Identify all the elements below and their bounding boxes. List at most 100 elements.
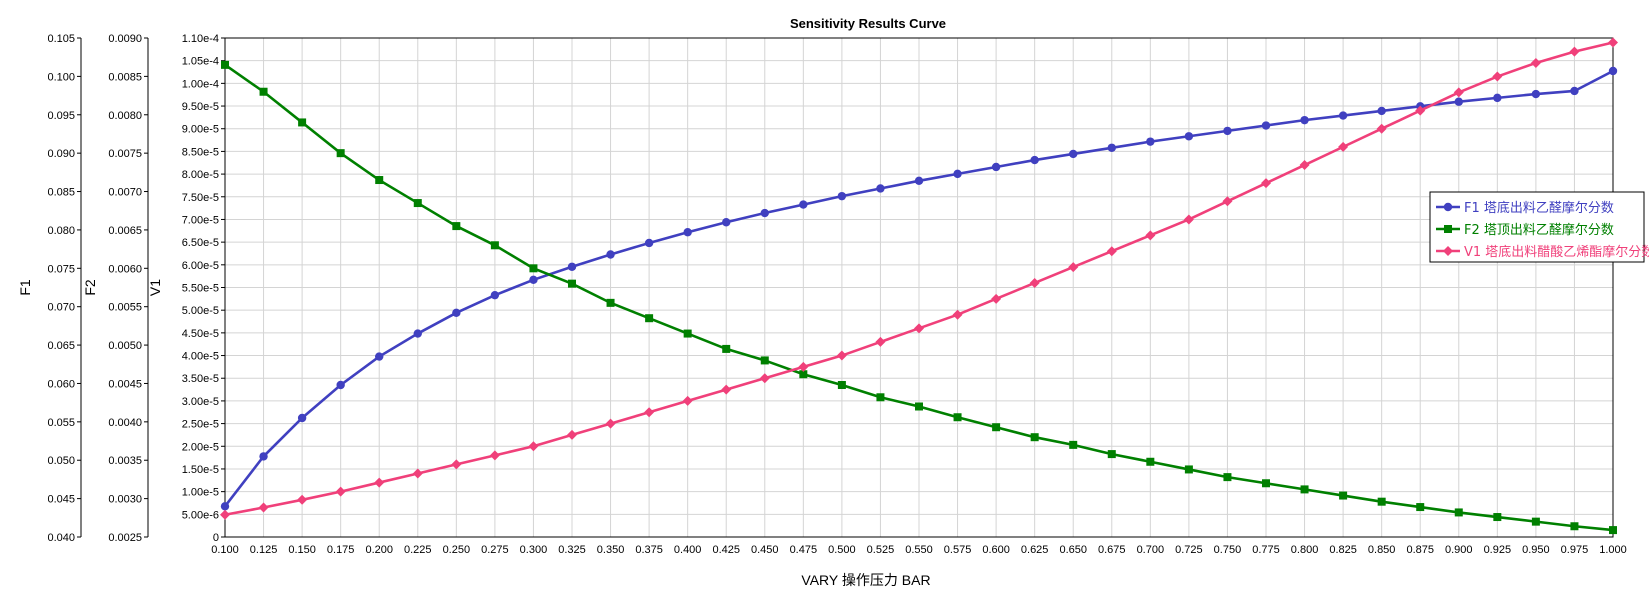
x-tick-label: 0.575 <box>944 544 972 556</box>
y-tick-label: 4.00e-5 <box>182 351 219 363</box>
data-point <box>297 494 308 505</box>
y-tick-label: 0.0030 <box>108 494 142 506</box>
legend[interactable]: F1 塔底出料乙醛摩尔分数 F2 塔顶出料乙醛摩尔分数 V1 塔底出料醋酸乙烯酯摩尔… <box>1429 191 1649 263</box>
legend-label: V1 塔底出料醋酸乙烯酯摩尔分数 <box>1464 244 1649 260</box>
data-point <box>759 373 770 384</box>
legend-label: F2 塔顶出料乙醛摩尔分数 <box>1464 222 1614 238</box>
data-point <box>259 452 268 461</box>
data-point <box>1030 433 1039 442</box>
data-point <box>991 162 1001 172</box>
data-point <box>336 380 345 390</box>
data-point <box>1069 149 1078 159</box>
x-tick-label: 0.800 <box>1291 544 1319 556</box>
data-point <box>1530 57 1541 68</box>
x-tick-label: 0.425 <box>712 544 740 556</box>
data-point <box>1107 143 1116 152</box>
x-tick-label: 0.350 <box>597 544 625 556</box>
grid-lines <box>224 37 1614 538</box>
y-tick-label: 1.00e-4 <box>182 78 219 90</box>
series-f2 <box>221 60 1617 535</box>
x-tick-label: 0.950 <box>1522 544 1550 556</box>
x-axis-title: VARY 操作压力 BAR <box>801 572 930 588</box>
y-tick-label: 0.095 <box>47 110 75 122</box>
data-point <box>952 309 963 320</box>
data-point <box>1069 440 1078 449</box>
x-tick-label: 0.625 <box>1021 544 1049 556</box>
legend-item[interactable]: V1 塔底出料醋酸乙烯酯摩尔分数 <box>1436 244 1649 260</box>
y-axis-title: V1 <box>147 279 163 296</box>
data-point <box>489 450 500 461</box>
y-tick-label: 0.0065 <box>108 225 142 237</box>
data-point <box>722 218 731 227</box>
y-tick-label: 5.00e-5 <box>182 305 219 317</box>
data-point <box>1338 111 1348 120</box>
data-point <box>876 393 885 402</box>
data-point <box>1608 66 1618 76</box>
y-tick-label: 0.075 <box>47 263 75 275</box>
y-tick-label: 5.00e-6 <box>182 509 219 521</box>
legend-box <box>1429 191 1645 263</box>
y-tick-label: 0.060 <box>47 378 75 390</box>
data-point <box>798 361 809 372</box>
chart-title: Sensitivity Results Curve <box>790 16 946 31</box>
y-tick-label: 9.50e-5 <box>182 101 219 113</box>
y-tick-label: 0.050 <box>47 455 75 467</box>
data-point <box>1377 106 1386 116</box>
series-layer <box>220 37 1618 535</box>
data-point <box>1415 105 1426 116</box>
legend-item[interactable]: F1 塔底出料乙醛摩尔分数 <box>1436 200 1614 216</box>
x-tick-label: 0.125 <box>250 544 278 556</box>
data-point <box>374 477 385 488</box>
x-tick-label: 0.850 <box>1368 544 1396 556</box>
x-tick-label: 0.700 <box>1137 544 1165 556</box>
data-point <box>1608 37 1618 48</box>
y-tick-label: 0.0085 <box>108 71 142 83</box>
y-tick-label: 0.105 <box>47 33 75 45</box>
y-tick-label: 2.50e-5 <box>182 419 219 431</box>
data-point <box>1222 196 1233 207</box>
data-point <box>413 329 422 338</box>
data-point <box>606 298 615 307</box>
y-tick-label: 1.00e-5 <box>182 487 219 499</box>
data-point <box>1261 121 1271 130</box>
data-point <box>683 228 692 237</box>
y-tick-label: 9.00e-5 <box>182 124 219 136</box>
data-point <box>1609 526 1617 535</box>
y-tick-label: 0.0035 <box>108 455 142 467</box>
data-point <box>567 262 577 271</box>
data-point <box>1377 497 1386 506</box>
data-point <box>836 350 847 361</box>
data-point <box>682 395 693 406</box>
y-tick-label: 0.0090 <box>108 33 142 45</box>
legend-item[interactable]: F2 塔顶出料乙醛摩尔分数 <box>1436 222 1614 238</box>
y-tick-label: 6.50e-5 <box>182 237 219 249</box>
data-point <box>529 264 538 273</box>
x-tick-label: 0.675 <box>1098 544 1126 556</box>
y-tick-label: 0.0060 <box>108 263 142 275</box>
data-point <box>1184 132 1194 141</box>
data-point <box>1184 465 1193 474</box>
y-tick-label: 0.0045 <box>108 378 142 390</box>
y-tick-label: 0.070 <box>47 302 75 314</box>
data-point <box>1570 86 1579 96</box>
data-point <box>1029 277 1040 288</box>
data-point <box>992 423 1001 432</box>
x-tick-label: 0.375 <box>635 544 663 556</box>
y-tick-label: 0.0050 <box>108 340 142 352</box>
data-point <box>1339 491 1348 500</box>
y-tick-label: 0 <box>213 532 219 544</box>
data-point <box>220 509 230 520</box>
x-tick-label: 0.200 <box>365 544 393 556</box>
y-tick-label: 0.0040 <box>108 417 142 429</box>
data-point <box>375 176 384 185</box>
data-point <box>1223 126 1232 136</box>
data-point <box>258 502 269 513</box>
x-tick-label: 0.925 <box>1484 544 1512 556</box>
data-point <box>221 60 229 69</box>
data-point <box>1454 508 1463 517</box>
x-tick-label: 0.100 <box>211 544 239 556</box>
y-tick-label: 3.00e-5 <box>182 396 219 408</box>
x-tick-label: 0.600 <box>982 544 1010 556</box>
data-point <box>1300 115 1309 125</box>
